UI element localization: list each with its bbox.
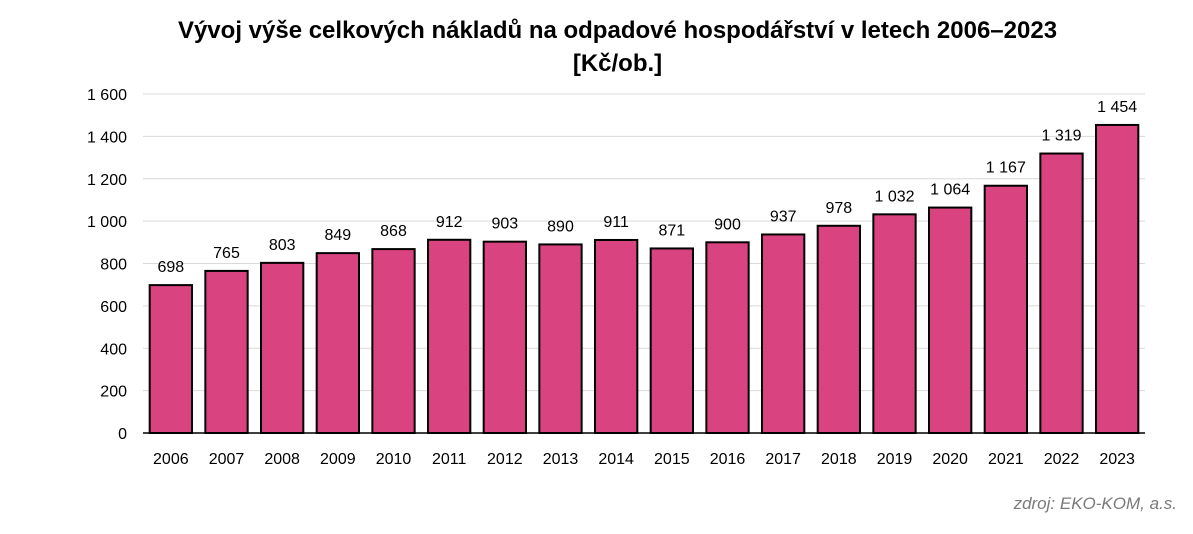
- x-tick-label: 2014: [598, 451, 634, 468]
- chart-title: Vývoj výše celkových nákladů na odpadové…: [0, 14, 1193, 80]
- data-label: 1 167: [986, 160, 1026, 177]
- x-axis: 2006 2007 2008 2009 2010 2011 2012 2013 2014 2015…: [143, 432, 1145, 468]
- y-tick-label: 800: [100, 257, 127, 274]
- y-tick-label: 1 200: [87, 172, 127, 189]
- data-label: 765: [213, 245, 240, 262]
- bar: [1095, 123, 1140, 434]
- data-labels: 698 765 803 849 868 912 903 890 911 871 900 937 978 1…: [157, 99, 1137, 276]
- x-tick-label: 2021: [988, 451, 1024, 468]
- bar: [260, 261, 305, 434]
- chart-subtitle: [Kč/ob.]: [572, 50, 663, 77]
- x-tick-label: 2016: [710, 451, 746, 468]
- bar: [482, 240, 527, 434]
- bar: [872, 213, 917, 434]
- data-label: 1 454: [1097, 99, 1137, 116]
- y-tick-label: 600: [100, 299, 127, 316]
- x-tick-label: 2013: [543, 451, 579, 468]
- x-tick-label: 2022: [1044, 451, 1080, 468]
- x-tick-label: 2018: [821, 451, 857, 468]
- x-tick-label: 2009: [320, 451, 356, 468]
- x-tick-label: 2012: [487, 451, 523, 468]
- x-tick-label: 2023: [1099, 451, 1135, 468]
- data-label: 803: [269, 237, 296, 254]
- data-label: 871: [658, 222, 685, 239]
- bar: [148, 284, 193, 434]
- bar: [538, 243, 583, 434]
- y-tick-label: 1 400: [87, 129, 127, 146]
- x-tick-label: 2006: [153, 451, 189, 468]
- y-tick-label: 1 000: [87, 214, 127, 231]
- data-label: 1 319: [1041, 128, 1081, 145]
- bar: [1039, 152, 1084, 435]
- chart-title-text: Vývoj výše celkových nákladů na odpadové…: [177, 17, 1058, 44]
- y-tick-label: 0: [118, 426, 127, 443]
- data-label: 849: [324, 227, 351, 244]
- bar: [315, 252, 360, 434]
- bar: [983, 184, 1028, 434]
- x-tick-label: 2015: [654, 451, 690, 468]
- source-note: zdroj: EKO-KOM, a.s.: [1013, 494, 1177, 513]
- x-tick-label: 2011: [432, 451, 467, 468]
- data-label: 698: [157, 259, 184, 276]
- bar: [649, 247, 694, 434]
- bar: [705, 241, 750, 434]
- x-tick-label: 2008: [264, 451, 300, 468]
- data-label: 911: [603, 214, 629, 231]
- data-label: 903: [491, 216, 518, 233]
- y-tick-label: 200: [100, 384, 127, 401]
- data-label: 900: [714, 216, 741, 233]
- bars: [148, 123, 1140, 435]
- data-label: 868: [380, 223, 407, 240]
- data-label: 937: [770, 208, 797, 225]
- x-tick-label: 2019: [877, 451, 913, 468]
- bar: [594, 238, 639, 434]
- y-tick-label: 400: [100, 341, 127, 358]
- x-tick-label: 2010: [376, 451, 412, 468]
- data-label: 1 064: [930, 182, 970, 199]
- data-label: 978: [825, 200, 852, 217]
- data-label: 912: [436, 214, 463, 231]
- x-tick-label: 2020: [932, 451, 968, 468]
- bar: [371, 248, 416, 434]
- bar: [928, 206, 973, 434]
- y-tick-label: 1 600: [87, 87, 127, 104]
- gridlines: [143, 93, 1145, 392]
- data-label: 890: [547, 218, 574, 235]
- bar: [427, 238, 472, 434]
- x-tick-label: 2007: [209, 451, 245, 468]
- bar: [816, 224, 861, 434]
- bar: [204, 269, 249, 434]
- x-tick-label: 2017: [765, 451, 801, 468]
- y-axis: 0 200 400 600 800 1 000 1 200 1 400 1 600: [87, 87, 127, 443]
- bar: [761, 233, 806, 434]
- data-label: 1 032: [874, 188, 914, 205]
